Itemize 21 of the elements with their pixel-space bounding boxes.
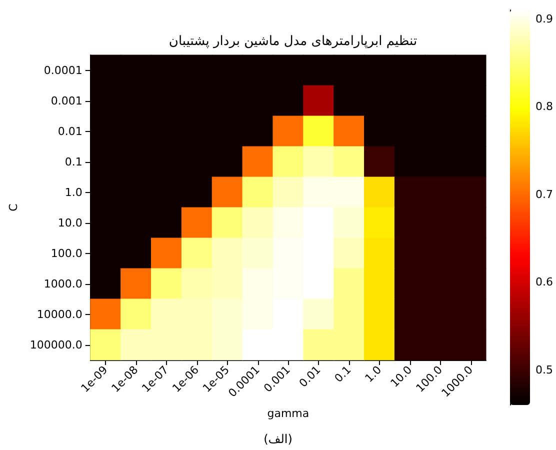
color-bar-label: 0.6 [536, 276, 554, 289]
y-tick-label: 1.0 [64, 186, 82, 199]
y-tick-label: 10000.0 [36, 308, 82, 321]
color-bar-label: 0.8 [536, 100, 554, 114]
y-axis-title: C [7, 203, 20, 212]
text: (الف) [264, 432, 292, 446]
y-tick-label: 0.1 [64, 155, 82, 168]
x-tick-label: 1.0 [362, 363, 384, 385]
color-bar-label: 0.9 [536, 12, 554, 26]
color-bar-label: 0.5 [536, 363, 554, 376]
y-tick-label: 0.0001 [44, 64, 82, 77]
color-bar-label: 0.7 [536, 188, 554, 201]
y-tick-label: 0.01 [58, 124, 82, 138]
x-axis-title: gamma [267, 407, 310, 420]
y-tick-label: 1000.0 [44, 277, 82, 290]
x-tick-label: 0.1 [332, 363, 354, 385]
y-tick-label: 100.0 [50, 246, 82, 260]
y-tick-label: 100000.0 [30, 338, 82, 352]
y-tick-label: 10.0 [58, 216, 82, 230]
chart-title: تنظیم ابرپارامترهای مدل ماشین بردار پشتیبان [168, 34, 418, 49]
y-tick-label: 0.001 [50, 94, 82, 108]
